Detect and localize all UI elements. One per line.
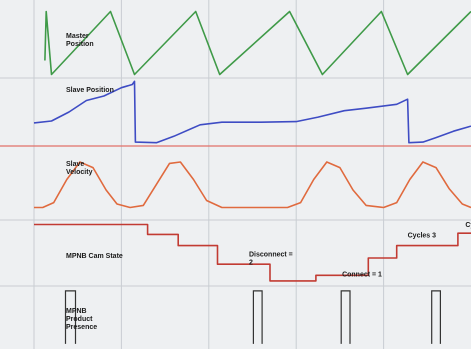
annotation-3: Cycl: [465, 222, 471, 229]
track-label-slave_pos: Slave Position: [66, 87, 114, 94]
traces: [33, 10, 471, 344]
track-label-line: Position: [66, 41, 94, 48]
presence-pulse-0: [64, 290, 77, 344]
presence-pulse-2: [340, 290, 351, 344]
track-label-master: Master Position: [66, 33, 94, 48]
series-cam: [34, 223, 471, 282]
series-slave_vel: [34, 161, 471, 209]
track-label-line: Product: [66, 316, 93, 323]
presence-pulse-3: [431, 290, 441, 344]
annotation-1: Connect = 1: [342, 272, 382, 279]
annotation-line: Disconnect =: [249, 252, 295, 259]
annotations: Disconnect = 2 Connect = 1 Cycles 3 Cycl: [249, 222, 471, 279]
series-master: [44, 10, 471, 76]
track-label-line: Master: [66, 33, 89, 40]
annotation-2: Cycles 3: [408, 233, 437, 240]
track-labels: Master Position Slave Position Slave Velocit…: [66, 33, 123, 331]
track-separators: [0, 77, 471, 287]
presence-pulse-1: [252, 290, 263, 344]
annotation-line: 2: [249, 260, 253, 267]
annotation-line: Cycl: [465, 222, 471, 229]
track-label-line: Velocity: [66, 169, 93, 176]
track-label-line: MPNB Cam State: [66, 253, 123, 260]
track-label-presence: MPNB Product Presence: [66, 308, 97, 331]
annotation-line: Connect = 1: [342, 272, 382, 279]
series-slave_pos: [33, 80, 471, 144]
track-label-slave_vel: Slave Velocity: [66, 161, 93, 176]
track-label-cam: MPNB Cam State: [66, 253, 123, 260]
track-label-line: MPNB: [66, 308, 87, 315]
track-label-line: Presence: [66, 324, 97, 331]
annotation-0: Disconnect = 2: [249, 252, 295, 267]
track-label-line: Slave Position: [66, 87, 114, 94]
grid: [33, 0, 385, 349]
track-label-line: Slave: [66, 161, 84, 168]
annotation-line: Cycles 3: [408, 233, 437, 240]
